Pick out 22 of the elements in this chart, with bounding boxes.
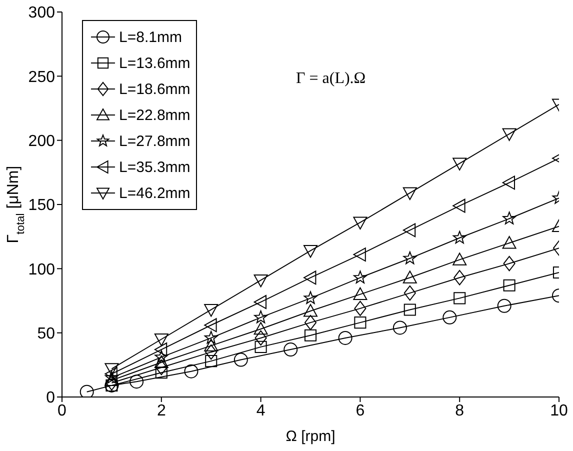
legend-label: L=27.8mm <box>119 132 190 150</box>
legend-label: L=8.1mm <box>119 28 182 46</box>
y-tick-label: 250 <box>28 68 56 86</box>
x-tick-label: 4 <box>256 402 266 420</box>
x-axis-title: Ω [rpm] <box>286 428 336 445</box>
legend-label: L=22.8mm <box>119 106 190 124</box>
y-tick-label: 200 <box>28 133 56 150</box>
y-tick-label: 300 <box>28 4 56 22</box>
x-tick-label: 8 <box>455 402 464 420</box>
legend-label: L=18.6mm <box>119 80 190 98</box>
legend-label: L=46.2mm <box>119 184 190 202</box>
y-tick-label: 150 <box>28 197 56 214</box>
legend-label: L=13.6mm <box>119 54 190 72</box>
x-tick-label: 10 <box>550 402 568 420</box>
x-tick-label: 0 <box>58 402 67 420</box>
x-tick-label: 2 <box>156 402 166 420</box>
y-tick-label: 100 <box>28 261 56 278</box>
legend-label: L=35.3mm <box>119 158 190 176</box>
y-tick-label: 0 <box>46 390 56 407</box>
x-tick-label: 6 <box>356 402 365 420</box>
y-tick-label: 50 <box>37 326 56 343</box>
annotation: Γ = a(L).Ω <box>296 70 366 88</box>
